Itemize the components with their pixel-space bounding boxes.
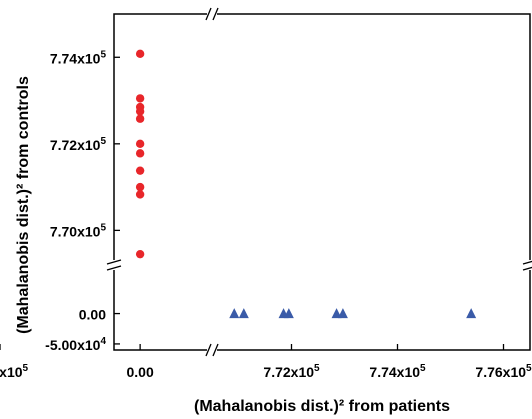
control-point (135, 49, 145, 59)
control-point (135, 107, 145, 116)
patient-point (238, 308, 249, 319)
control-point (135, 149, 145, 158)
control-point (135, 139, 145, 149)
x-tick-label: 0.00 (127, 364, 154, 380)
y-tick-label: 7.70x105 (50, 222, 107, 239)
patient-point (331, 308, 342, 319)
y-axis-title: (Mahalanobis dist.)² from controls (15, 76, 32, 334)
x-tick-label: 1.25x105 (0, 363, 29, 380)
control-point (135, 166, 145, 175)
control-point (135, 114, 145, 123)
x-axis-title: (Mahalanobis dist.)² from patients (194, 398, 450, 415)
x-break-top (205, 7, 219, 21)
control-point (135, 182, 145, 192)
axis-breaks (106, 7, 532, 357)
y-tick-label: -5.00x104 (45, 336, 106, 353)
y-tick-label: 0.00 (79, 307, 106, 323)
plot-border (113, 13, 531, 351)
x-break-bottom (205, 343, 219, 357)
x-axis-ticks: 0.00 1.25x105 7.72x105 7.74x105 7.76x105 (0, 344, 532, 380)
control-point (135, 249, 145, 259)
x-tick-label: 7.74x105 (369, 363, 426, 380)
y-break-right (522, 260, 532, 271)
patient-point (466, 308, 477, 319)
y-break-left (106, 259, 122, 271)
data-points (135, 49, 477, 319)
patient-point (337, 308, 348, 319)
x-tick-label: 7.72x105 (263, 363, 320, 380)
x-tick-label: 7.76x105 (475, 363, 532, 380)
patient-point (283, 308, 294, 319)
y-tick-label: 7.72x105 (50, 136, 107, 153)
patient-point (229, 308, 240, 319)
y-axis-ticks: 0.00 -5.00x104 7.70x105 7.72x105 7.74x105 (45, 49, 120, 353)
control-point (135, 190, 145, 199)
y-tick-label: 7.74x105 (50, 49, 107, 66)
control-point (135, 94, 145, 103)
plot-frame (113, 13, 531, 351)
